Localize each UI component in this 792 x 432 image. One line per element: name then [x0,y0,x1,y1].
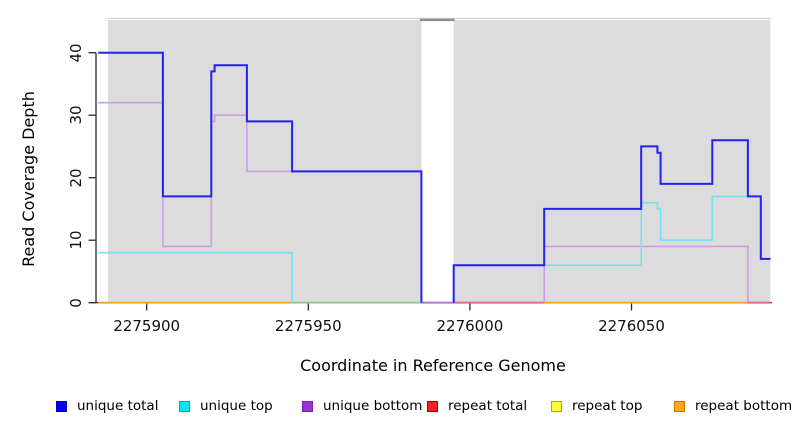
series-unique-bottom [98,101,771,304]
shaded-region [453,20,771,303]
series-unique-total [452,139,771,303]
series-unique-total [98,51,423,303]
shaded-region [107,20,422,303]
